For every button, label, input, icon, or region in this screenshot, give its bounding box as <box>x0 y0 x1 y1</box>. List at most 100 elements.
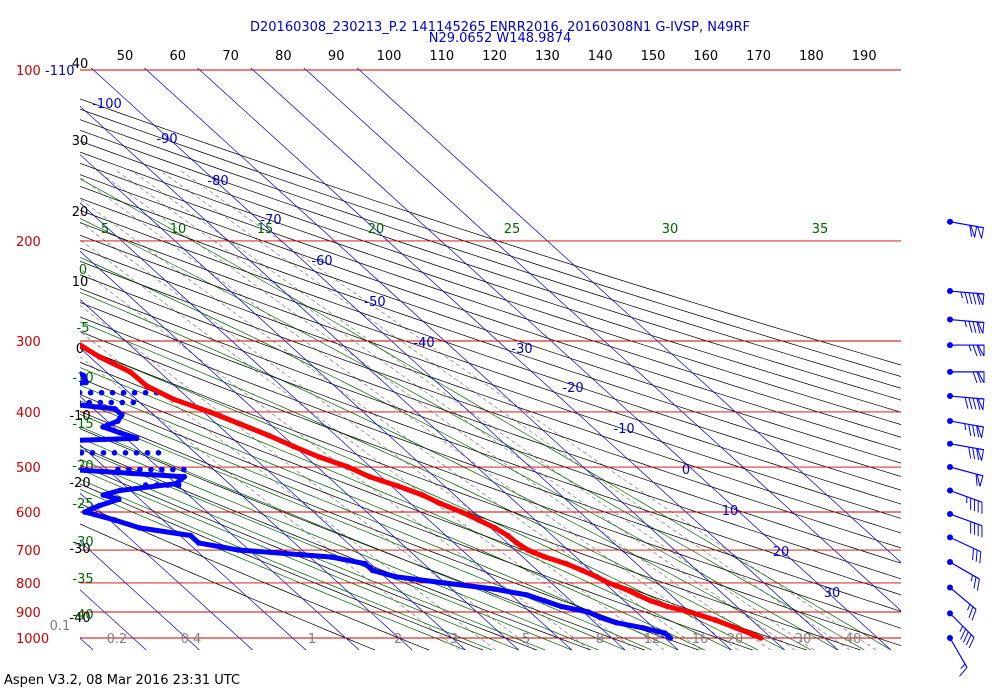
dewpoint-point <box>0 393 3 399</box>
isotherm-line <box>80 540 200 651</box>
dewpoint-dot <box>142 482 149 488</box>
dewpoint-dot <box>108 399 115 406</box>
dry-adiabat-line <box>80 331 901 629</box>
top-scale-label: 160 <box>693 49 718 64</box>
dewpoint-dot <box>54 400 60 406</box>
isotherm-label: -90 <box>156 132 177 147</box>
isotherm-line <box>303 68 901 612</box>
theta-label: -30 <box>69 542 90 557</box>
temperature-point <box>44 321 50 327</box>
isotherm-line <box>80 444 307 651</box>
dewpoint-point <box>37 449 43 455</box>
wind-barb-pennant <box>976 447 985 461</box>
wind-barb-full <box>968 397 973 410</box>
moist-label-top: 20 <box>368 222 385 237</box>
moist-label: -35 <box>72 572 93 587</box>
wind-barb-staff <box>949 513 983 527</box>
wind-barb-full <box>968 292 973 305</box>
dewpoint-dot <box>0 390 5 396</box>
wind-barb-pennant <box>969 224 978 238</box>
dry-adiabat-line <box>80 288 901 580</box>
temperature-point <box>605 580 612 586</box>
dewpoint-dot <box>87 389 94 396</box>
theta-label: 20 <box>72 205 89 220</box>
dewpoint-dot <box>164 482 171 488</box>
dewpoint-dot <box>3 462 9 468</box>
top-scale-label: 90 <box>328 49 345 64</box>
mixing-ratio-line <box>115 169 796 651</box>
moist-label-top: 5 <box>101 222 109 237</box>
temperature-point <box>437 500 444 507</box>
temperature-point <box>316 454 322 460</box>
dewpoint-line <box>80 370 673 641</box>
mixing-ratio-line <box>158 169 851 651</box>
top-scale-label: 60 <box>170 49 187 64</box>
top-scale-label: 170 <box>746 49 771 64</box>
wind-barb-pennant <box>977 397 985 411</box>
wind-barb <box>947 511 983 538</box>
dry-adiabat-line <box>80 346 901 647</box>
dewpoint-dot <box>35 450 41 456</box>
wind-barb-staff <box>949 561 980 580</box>
dry-adiabat-line <box>80 197 901 477</box>
dewpoint-point <box>392 573 399 580</box>
dry-adiabat-line <box>80 119 901 389</box>
dry-adiabat-line <box>80 523 376 651</box>
wind-barb <box>947 288 985 306</box>
dewpoint-dot <box>46 450 52 456</box>
dewpoint-dot <box>155 450 162 456</box>
dry-adiabat-line <box>80 108 901 377</box>
isotherm-label: -110 <box>45 64 75 79</box>
dewpoint-dot <box>153 482 160 488</box>
wind-barb-pennant <box>976 473 984 487</box>
temperature-point <box>345 464 352 470</box>
dewpoint-point <box>117 429 123 436</box>
theta-label: -10 <box>69 409 90 424</box>
dewpoint-point <box>133 435 140 442</box>
isotherm-label: -80 <box>207 174 228 189</box>
dewpoint-dot <box>11 390 17 396</box>
wind-barb <box>947 584 977 621</box>
dewpoint-point <box>667 635 674 641</box>
wind-barb-full <box>972 424 976 437</box>
dewpoint-point <box>328 554 334 560</box>
wind-barb-full <box>959 667 968 677</box>
dewpoint-dot <box>86 399 93 406</box>
dewpoint-dot <box>119 399 126 406</box>
dewpoint-dot <box>10 400 16 406</box>
wind-barb-full <box>976 321 981 334</box>
wind-barb-full <box>968 321 973 333</box>
dewpoint-dot <box>80 450 85 456</box>
temperature-point <box>458 509 465 515</box>
dewpoint-dot <box>130 399 137 406</box>
dewpoint-dot <box>2 450 8 456</box>
dewpoint-point <box>524 592 530 598</box>
dewpoint-dot <box>122 450 129 456</box>
moist-label-top: 10 <box>170 222 187 237</box>
moist-adiabat-line <box>80 426 626 651</box>
moist-adiabat-line <box>80 178 892 651</box>
wind-barb-full <box>968 606 974 618</box>
dewpoint-point <box>58 362 64 368</box>
temperature-point <box>170 396 177 403</box>
dewpoint-point <box>24 350 30 356</box>
wind-barb-staff <box>949 637 968 668</box>
wind-barb-pennant <box>977 292 985 306</box>
wind-barb-full <box>976 398 981 410</box>
wind-barb-full <box>975 473 978 486</box>
dry-adiabat-line <box>80 446 591 651</box>
dewpoint-point <box>83 379 89 386</box>
dry-adiabat-line <box>80 247 901 534</box>
moist-label-top: 30 <box>662 222 679 237</box>
pressure-label: 100 <box>16 64 41 79</box>
temperature-point <box>635 592 641 598</box>
isotherm-label: 10 <box>722 504 739 519</box>
dry-adiabat-line <box>80 209 901 491</box>
isotherm-line <box>197 68 839 651</box>
wind-barb <box>947 368 985 384</box>
wind-barb-full <box>972 548 975 561</box>
wind-barb-full <box>976 293 981 305</box>
mixing-ratio-label: 2 <box>394 632 402 647</box>
isobars <box>80 69 901 639</box>
